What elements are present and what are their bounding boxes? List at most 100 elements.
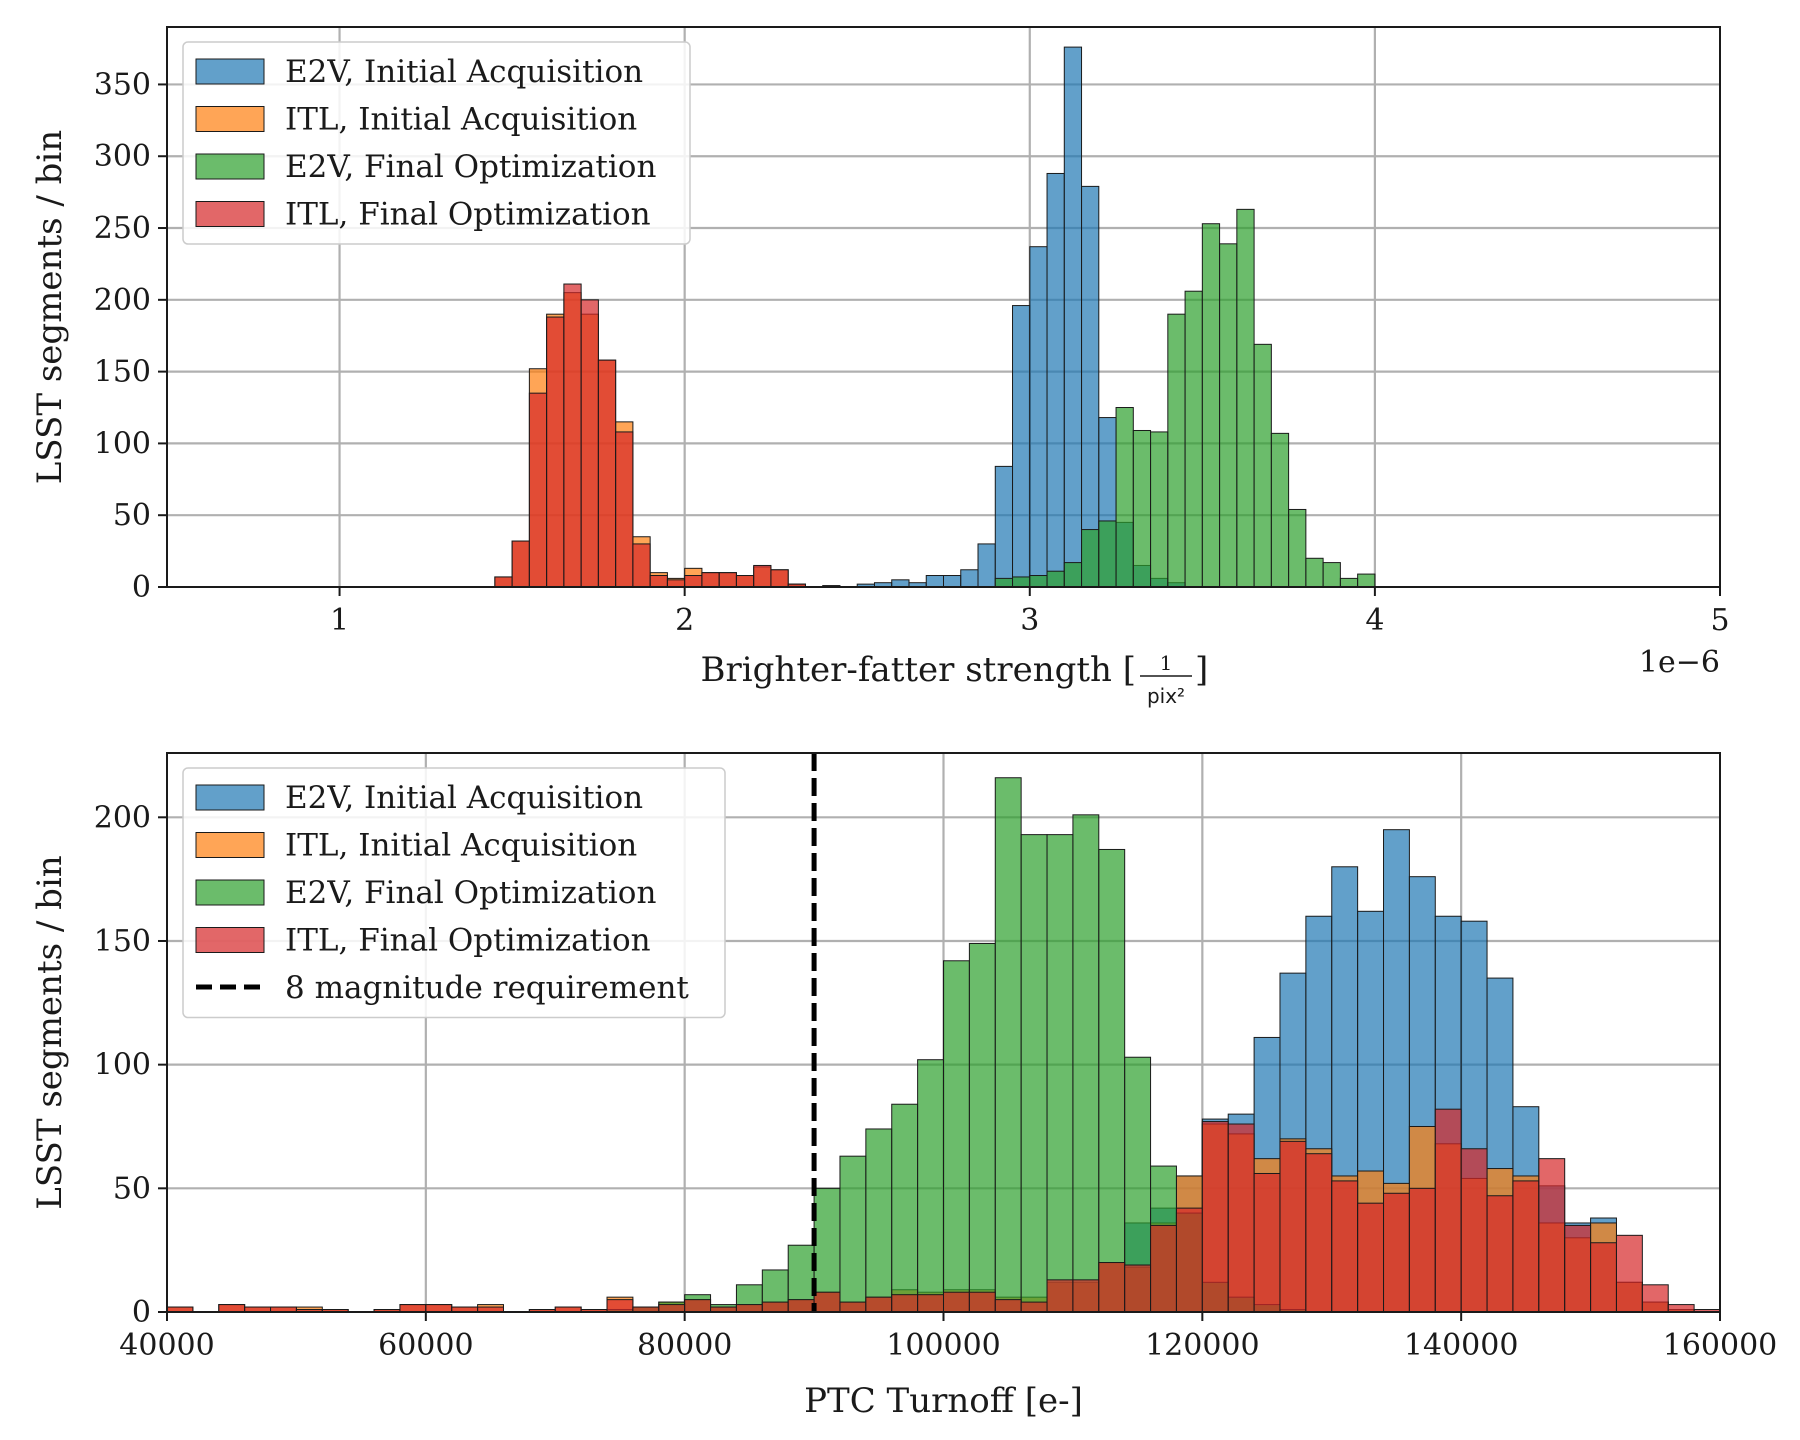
ptc-turnoff-histogram-panel: 40000 60000 80000 100000 120000 140000 160000 0…: [30, 752, 1778, 1421]
x-axis-label: PTC Turnoff [e-]: [804, 1381, 1083, 1421]
histogram-bar: [1201, 223, 1221, 588]
histogram-bar: [735, 1304, 763, 1313]
histogram-bar: [1072, 814, 1100, 1313]
series-e2v-final-optimization: [606, 777, 1307, 1313]
histogram-bar: [1098, 520, 1117, 588]
histogram-bar: [1167, 313, 1186, 588]
legend-swatch: [195, 832, 265, 858]
legend-item: 8 magnitude requirement: [196, 970, 689, 1006]
histogram-bar: [1201, 1121, 1229, 1313]
histogram-bar: [1564, 1224, 1592, 1313]
histogram-bar: [968, 1291, 996, 1313]
x-tick-label: 4: [1365, 603, 1384, 638]
x-axis-label: Brighter-fatter strength [: [701, 650, 1136, 690]
histogram-bar: [753, 564, 772, 588]
histogram-bar: [511, 540, 530, 588]
y-axis-label: LSST segments / bin: [30, 855, 70, 1209]
histogram-bar: [839, 1155, 867, 1313]
histogram-bar: [1150, 1224, 1177, 1313]
histogram-bar: [1046, 172, 1065, 588]
histogram-bar: [1486, 1195, 1514, 1313]
histogram-bar: [606, 1299, 634, 1313]
legend-swatch: [195, 927, 265, 953]
histogram-bar: [1029, 246, 1048, 588]
histogram-bar: [891, 579, 910, 588]
histogram-bar: [1253, 343, 1272, 588]
x-axis-unit-fraction: 1 pix² ]: [1140, 650, 1208, 708]
histogram-bar: [1012, 576, 1031, 588]
histogram-bar: [1305, 557, 1324, 588]
histogram-bar: [1288, 508, 1307, 588]
histogram-bar: [994, 777, 1022, 1313]
histogram-bar: [1046, 834, 1074, 1313]
axis-ticks: 40000 60000 80000 100000 120000 140000 160000 0…: [94, 800, 1778, 1363]
histogram-bar: [1641, 1284, 1669, 1313]
legend-label: ITL, Initial Acquisition: [285, 102, 637, 138]
histogram-bar: [1383, 1192, 1410, 1313]
histogram-bar: [580, 299, 599, 588]
legend-frame: [182, 767, 726, 1019]
x-tick-label: 140000: [1404, 1328, 1519, 1363]
legend-label: ITL, Initial Acquisition: [285, 828, 637, 864]
histogram-bar: [891, 1103, 919, 1313]
histogram-bar: [1184, 290, 1203, 588]
histogram-bar: [943, 960, 970, 1313]
histogram-bar: [994, 465, 1014, 588]
histogram-bar: [917, 1294, 944, 1313]
legend-label: E2V, Final Optimization: [285, 875, 656, 911]
histogram-bar: [1150, 431, 1169, 588]
y-axis-label: LSST segments / bin: [30, 130, 70, 484]
histogram-bar: [787, 1299, 815, 1313]
legend-swatch: [195, 201, 265, 227]
histogram-bar: [761, 1301, 789, 1313]
histogram-bar: [960, 569, 979, 588]
legend-item: ITL, Initial Acquisition: [195, 828, 637, 864]
histogram-bar: [865, 1128, 893, 1313]
legend-label: ITL, Final Optimization: [285, 923, 651, 959]
histogram-bar: [1098, 848, 1126, 1313]
legend-item: E2V, Initial Acquisition: [195, 780, 643, 816]
histogram-bar: [546, 316, 565, 588]
histogram-bar: [968, 942, 996, 1313]
legend-item: E2V, Final Optimization: [195, 875, 656, 911]
histogram-bar: [770, 569, 789, 588]
histogram-bar: [1590, 1242, 1617, 1313]
legend-label: 8 magnitude requirement: [285, 970, 689, 1006]
histogram-bar: [528, 392, 548, 588]
legend-item: ITL, Final Optimization: [195, 197, 651, 233]
y-tick-label: 100: [94, 1048, 151, 1083]
x-tick-label: 120000: [1145, 1328, 1260, 1363]
y-tick-label: 50: [113, 498, 151, 533]
y-tick-label: 0: [132, 1295, 151, 1330]
legend-item: ITL, Final Optimization: [195, 923, 651, 959]
x-tick-label: 80000: [637, 1328, 732, 1363]
y-tick-label: 350: [94, 67, 151, 102]
legend: E2V, Initial Acquisition ITL, Initial Acq…: [182, 767, 726, 1019]
histogram-bar: [1538, 1158, 1566, 1313]
histogram-bar: [1020, 834, 1048, 1313]
legend-item: E2V, Final Optimization: [195, 149, 656, 185]
histogram-bar: [1029, 575, 1048, 588]
plot-frame: [166, 26, 1721, 588]
histogram-bar: [994, 1299, 1022, 1313]
histogram-bar: [1081, 529, 1100, 588]
histogram-bar: [943, 575, 962, 588]
y-tick-label: 250: [94, 211, 151, 246]
histogram-bar: [1434, 1108, 1462, 1313]
histogram-bar: [1063, 562, 1083, 588]
series-itl-final-optimization: [166, 1108, 1721, 1313]
legend-swatch: [195, 784, 265, 811]
histogram-bar: [399, 1304, 427, 1313]
histogram-bar: [1357, 573, 1376, 588]
histogram-bar: [1236, 208, 1255, 588]
x-tick-label: 40000: [119, 1328, 214, 1363]
legend-frame: [182, 41, 691, 245]
y-tick-label: 200: [94, 283, 151, 318]
legend-swatch: [195, 153, 265, 180]
histogram-bar: [649, 575, 668, 588]
histogram-bar: [1339, 577, 1359, 588]
histogram-bar: [632, 543, 651, 588]
histogram-bar: [1331, 1180, 1359, 1313]
